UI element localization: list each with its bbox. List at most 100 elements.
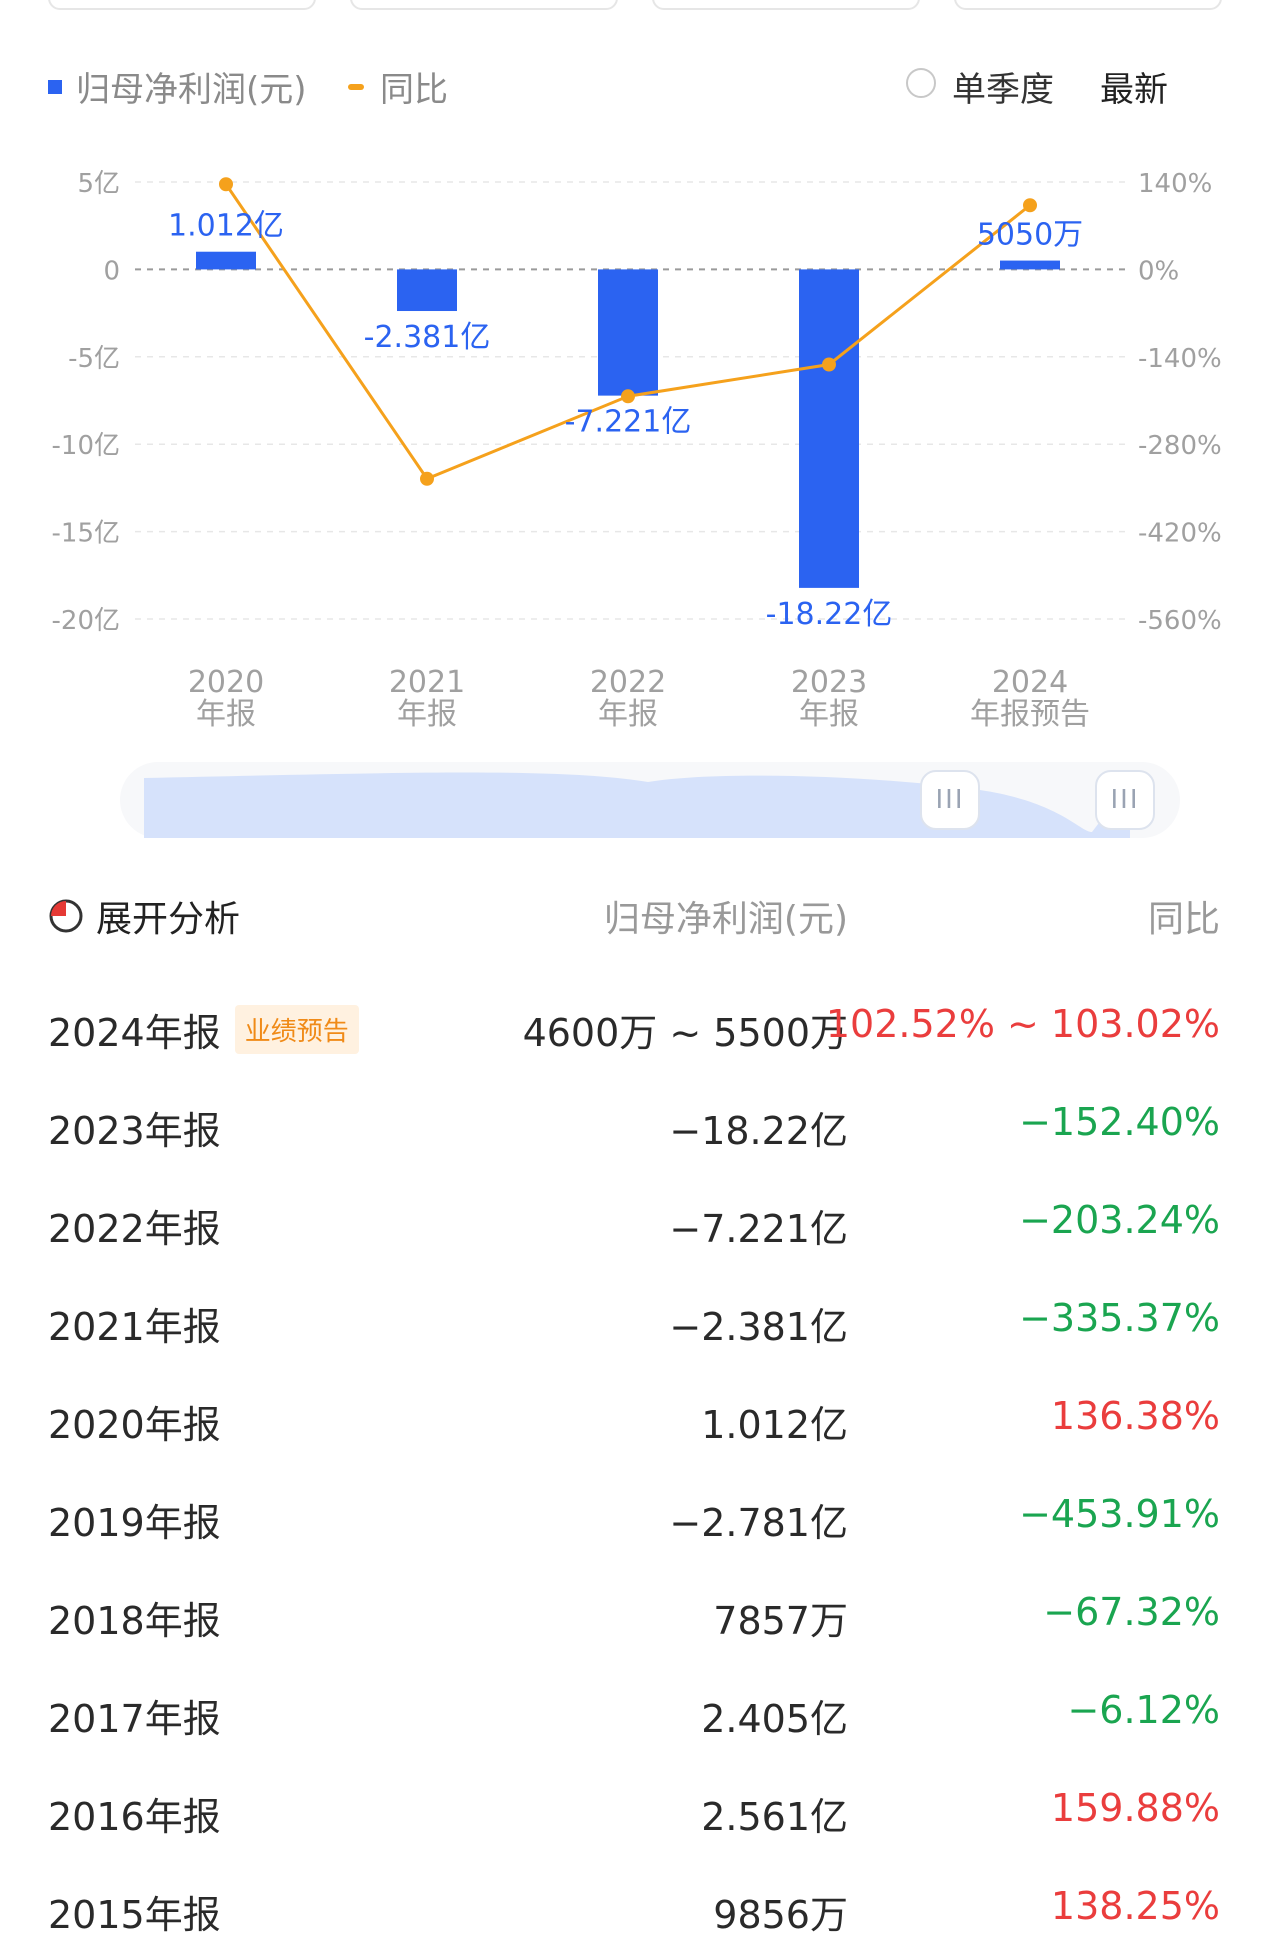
single-quarter-radio[interactable] bbox=[906, 68, 936, 98]
bar bbox=[799, 269, 859, 588]
row-profit-value: 1.012亿 bbox=[701, 1403, 848, 1447]
yoy-point bbox=[420, 471, 434, 486]
row-yoy-value: 159.88% bbox=[1050, 1786, 1220, 1830]
bar bbox=[196, 251, 256, 270]
x-tick-label-year: 2021 bbox=[389, 665, 465, 700]
row-profit-value: 7857万 bbox=[713, 1599, 848, 1643]
row-yoy-value: −453.91% bbox=[1019, 1492, 1220, 1536]
range-slider[interactable]: III III bbox=[120, 762, 1180, 838]
table-row[interactable]: 2018年报 7857万 −67.32% bbox=[48, 1576, 1220, 1656]
y-right-tick-label: -560% bbox=[1138, 606, 1222, 636]
legend-line-swatch bbox=[348, 83, 364, 90]
x-tick-label-year: 2023 bbox=[791, 665, 867, 700]
tab-stub-3[interactable] bbox=[652, 0, 920, 10]
row-yoy-value: −203.24% bbox=[1019, 1198, 1220, 1242]
yoy-point bbox=[621, 389, 635, 404]
bar-data-label: 5050万 bbox=[977, 218, 1083, 253]
x-tick-label-type: 年报 bbox=[196, 697, 256, 732]
single-quarter-label[interactable]: 单季度 bbox=[952, 70, 1054, 110]
y-left-tick-label: -15亿 bbox=[52, 519, 120, 549]
yoy-point bbox=[219, 177, 233, 192]
pie-chart-icon bbox=[49, 899, 83, 933]
yoy-point bbox=[1023, 198, 1037, 213]
row-year: 2019年报 bbox=[48, 1492, 221, 1547]
bar bbox=[1000, 260, 1060, 270]
row-year-label: 2023年报 bbox=[48, 1109, 221, 1153]
top-tab-bar bbox=[48, 0, 1222, 10]
expand-analysis-label: 展开分析 bbox=[96, 899, 241, 940]
y-left-tick-label: 5亿 bbox=[77, 169, 120, 199]
x-tick-label-type: 年报 bbox=[598, 697, 658, 732]
table-row[interactable]: 2020年报 1.012亿 136.38% bbox=[48, 1380, 1220, 1460]
legend-item-yoy[interactable]: 同比 bbox=[348, 62, 448, 111]
forecast-badge: 业绩预告 bbox=[234, 1005, 359, 1054]
table-row[interactable]: 2022年报 −7.221亿 −203.24% bbox=[48, 1184, 1220, 1264]
row-yoy-value: −335.37% bbox=[1019, 1296, 1220, 1340]
row-yoy-value: −152.40% bbox=[1019, 1100, 1220, 1144]
row-year-label: 2015年报 bbox=[48, 1893, 221, 1937]
table-row[interactable]: 2015年报 9856万 138.25% bbox=[48, 1870, 1220, 1950]
bar bbox=[397, 269, 457, 312]
row-year-label: 2018年报 bbox=[48, 1599, 221, 1643]
row-year: 2016年报 bbox=[48, 1786, 221, 1841]
y-right-tick-label: 0% bbox=[1138, 256, 1179, 286]
y-left-tick-label: 0 bbox=[103, 256, 120, 286]
slider-preview bbox=[144, 772, 1130, 838]
x-tick-label-type: 年报 bbox=[397, 697, 457, 732]
row-profit-value: −2.781亿 bbox=[669, 1501, 848, 1545]
row-year: 2017年报 bbox=[48, 1688, 221, 1743]
row-profit-value: −2.381亿 bbox=[669, 1305, 848, 1349]
legend-label-yoy: 同比 bbox=[380, 70, 448, 110]
legend-bar-swatch bbox=[48, 79, 62, 94]
row-yoy-value: 136.38% bbox=[1050, 1394, 1220, 1438]
x-tick-label-year: 2024 bbox=[992, 665, 1068, 700]
bar-data-label: -18.22亿 bbox=[766, 597, 893, 632]
y-right-tick-label: -280% bbox=[1138, 431, 1222, 461]
row-yoy-value: 138.25% bbox=[1050, 1884, 1220, 1928]
row-profit-value: 2.561亿 bbox=[701, 1795, 848, 1839]
row-year-label: 2024年报 bbox=[48, 1011, 221, 1055]
expand-analysis-button[interactable]: 展开分析 bbox=[48, 890, 240, 942]
row-year-label: 2021年报 bbox=[48, 1305, 221, 1349]
tab-stub-4[interactable] bbox=[954, 0, 1222, 10]
y-right-tick-label: -140% bbox=[1138, 344, 1222, 374]
tab-stub-2[interactable] bbox=[350, 0, 618, 10]
table-row[interactable]: 2016年报 2.561亿 159.88% bbox=[48, 1772, 1220, 1852]
row-year-label: 2019年报 bbox=[48, 1501, 221, 1545]
y-right-tick-label: 140% bbox=[1138, 169, 1212, 199]
slider-left-handle[interactable]: III bbox=[920, 770, 980, 830]
table-row[interactable]: 2021年报 −2.381亿 −335.37% bbox=[48, 1282, 1220, 1362]
bar bbox=[598, 269, 658, 396]
y-left-tick-label: -20亿 bbox=[52, 606, 120, 636]
legend-label-profit: 归母净利润(元) bbox=[76, 70, 307, 110]
x-tick-label-type: 年报 bbox=[799, 697, 859, 732]
bar-data-label: -7.221亿 bbox=[565, 405, 692, 440]
table-row[interactable]: 2024年报 业绩预告 4600万 ~ 5500万 102.52% ~ 103.02% bbox=[48, 988, 1220, 1068]
chart-legend: 归母净利润(元) 同比 单季度 最新 bbox=[48, 62, 1220, 112]
latest-toggle[interactable]: 最新 bbox=[1100, 70, 1168, 110]
column-header-yoy: 同比 bbox=[1147, 899, 1220, 940]
x-tick-label-type: 年报预告 bbox=[970, 697, 1090, 732]
row-year: 2023年报 bbox=[48, 1100, 221, 1155]
row-year: 2024年报 业绩预告 bbox=[48, 1002, 359, 1057]
row-year: 2020年报 bbox=[48, 1394, 221, 1449]
row-year-label: 2022年报 bbox=[48, 1207, 221, 1251]
row-year: 2018年报 bbox=[48, 1590, 221, 1645]
table-row[interactable]: 2019年报 −2.781亿 −453.91% bbox=[48, 1478, 1220, 1558]
table-row[interactable]: 2017年报 2.405亿 −6.12% bbox=[48, 1674, 1220, 1754]
slider-right-handle[interactable]: III bbox=[1095, 770, 1155, 830]
column-header-profit: 归母净利润(元) bbox=[603, 899, 848, 940]
row-year: 2022年报 bbox=[48, 1198, 221, 1253]
legend-item-profit[interactable]: 归母净利润(元) bbox=[48, 62, 307, 111]
table-header: 展开分析 归母净利润(元) 同比 bbox=[48, 890, 1220, 950]
table-row[interactable]: 2023年报 −18.22亿 −152.40% bbox=[48, 1086, 1220, 1166]
row-yoy-value: −67.32% bbox=[1043, 1590, 1220, 1634]
row-yoy-value: 102.52% ~ 103.02% bbox=[825, 1002, 1220, 1046]
row-profit-value: −18.22亿 bbox=[669, 1109, 848, 1153]
row-year-label: 2016年报 bbox=[48, 1795, 221, 1839]
x-tick-label-year: 2022 bbox=[590, 665, 666, 700]
tab-stub-1[interactable] bbox=[48, 0, 316, 10]
row-profit-value: 9856万 bbox=[713, 1893, 848, 1937]
yoy-point bbox=[822, 357, 836, 372]
row-profit-value: 4600万 ~ 5500万 bbox=[522, 1011, 848, 1055]
